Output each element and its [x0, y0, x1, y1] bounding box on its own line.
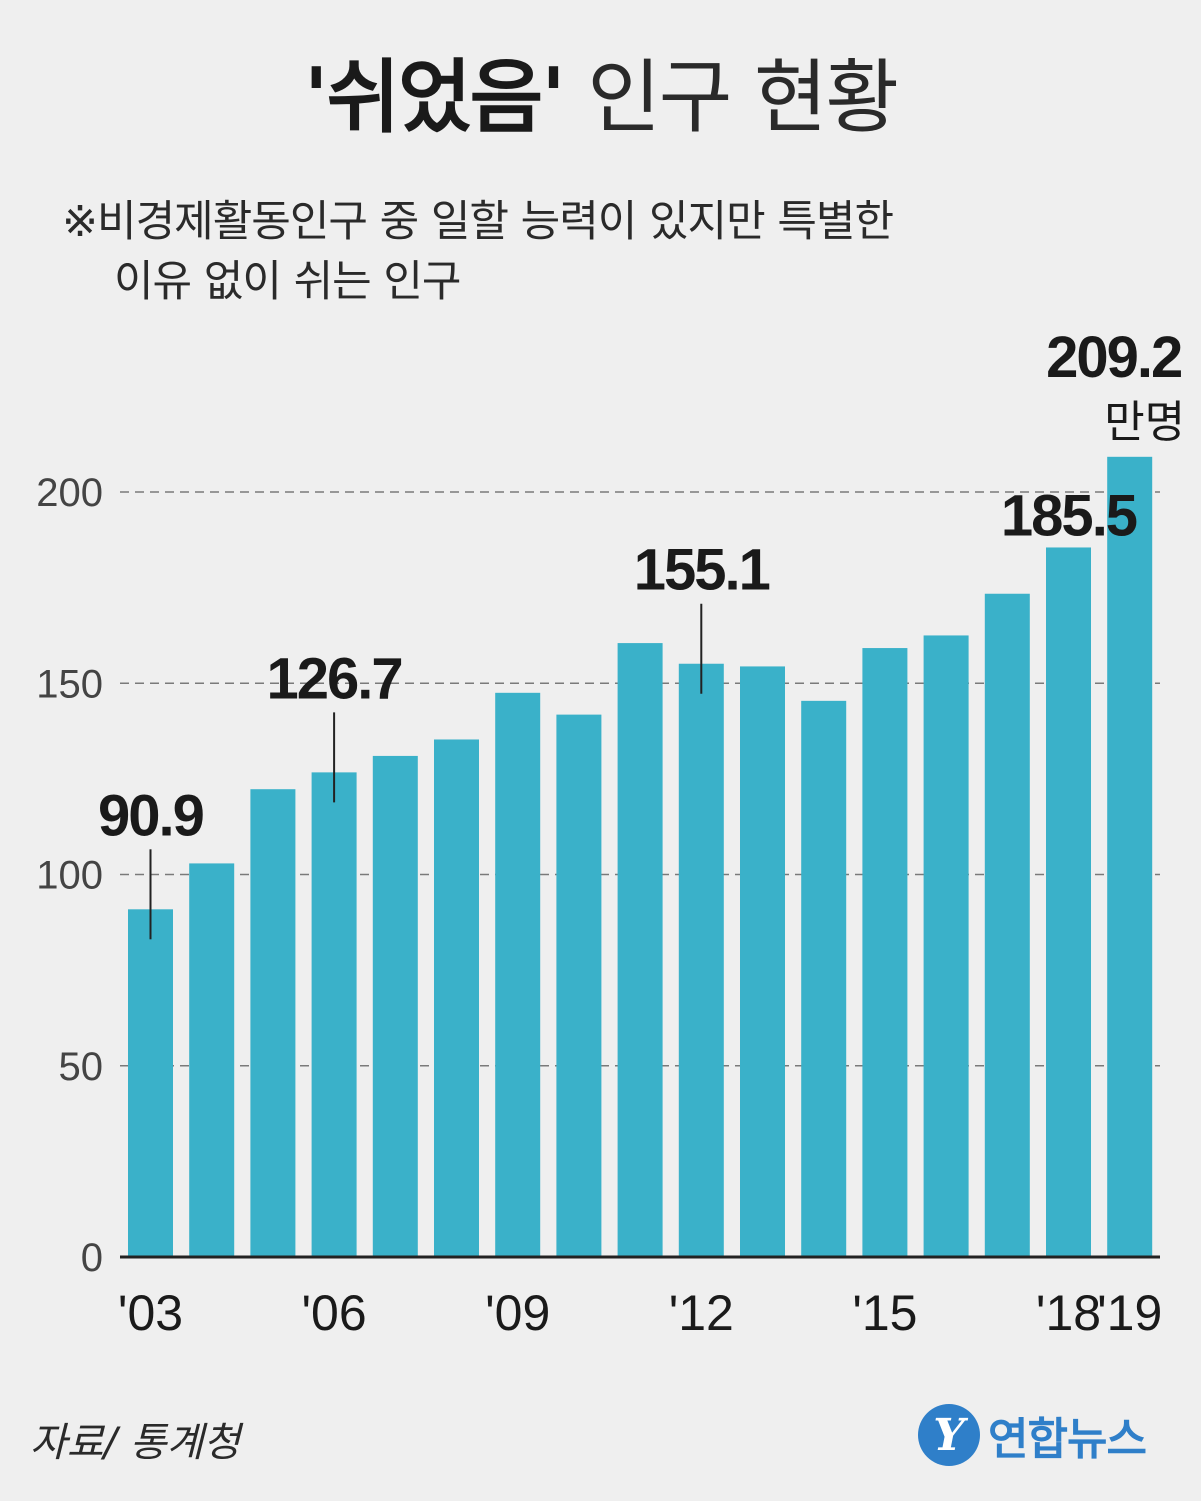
title-rest: 인구 현황 [587, 51, 899, 144]
source-label: 자료/ 통계청 [30, 1420, 241, 1466]
page-title: '쉬었음' 인구 현황 [0, 48, 1201, 148]
bar-0 [128, 909, 173, 1257]
x-tick-label-5: '18 [1036, 1285, 1101, 1341]
x-tick-label-3: '12 [669, 1285, 734, 1341]
value-unit-label: 만명 [1104, 397, 1185, 448]
bar-2 [250, 789, 296, 1257]
x-tick-label-2: '09 [485, 1285, 550, 1341]
y-tick-label-150: 150 [36, 662, 103, 706]
bar-16 [1107, 456, 1153, 1257]
bar-6 [495, 692, 541, 1257]
bar-5 [434, 739, 479, 1257]
x-tick-label-0: '03 [118, 1285, 183, 1341]
bar-3 [311, 772, 357, 1257]
y-tick-label-100: 100 [36, 854, 103, 898]
x-tick-label-4: '15 [852, 1285, 917, 1341]
bar-13 [923, 635, 969, 1257]
note-line-1: ※비경제활동인구 중 일할 능력이 있지만 특별한 [62, 197, 894, 247]
bar-1 [189, 863, 235, 1257]
bar-9 [678, 663, 724, 1257]
bar-8 [617, 643, 663, 1257]
definition-note: ※비경제활동인구 중 일할 능력이 있지만 특별한 이유 없이 쉬는 인구 [62, 192, 894, 312]
bar-7 [556, 714, 602, 1257]
bar-15 [1046, 547, 1091, 1257]
bar-14 [984, 593, 1030, 1257]
bar-12 [862, 648, 908, 1257]
y-tick-label-200: 200 [36, 471, 103, 515]
value-label-3: 185.5 [1001, 483, 1137, 548]
title-bold: '쉬었음' [303, 51, 566, 144]
bar-10 [740, 666, 785, 1257]
value-label-4: 209.2 [1046, 325, 1181, 390]
yonhap-logo-text: 연합뉴스 [988, 1414, 1147, 1465]
value-label-0: 90.9 [98, 783, 204, 848]
bar-4 [372, 755, 418, 1257]
bar-11 [801, 700, 847, 1257]
value-label-1: 126.7 [267, 646, 402, 711]
y-tick-label-0: 0 [81, 1236, 103, 1280]
x-tick-label-1: '06 [302, 1285, 367, 1341]
x-tick-label-6: '19 [1097, 1285, 1162, 1341]
yonhap-logo: Y 연합뉴스 [918, 1400, 1147, 1470]
value-label-2: 155.1 [634, 538, 770, 603]
yonhap-logo-icon: Y [918, 1404, 980, 1466]
note-line-2: 이유 없이 쉬는 인구 [114, 257, 462, 307]
y-tick-label-50: 50 [59, 1045, 104, 1089]
